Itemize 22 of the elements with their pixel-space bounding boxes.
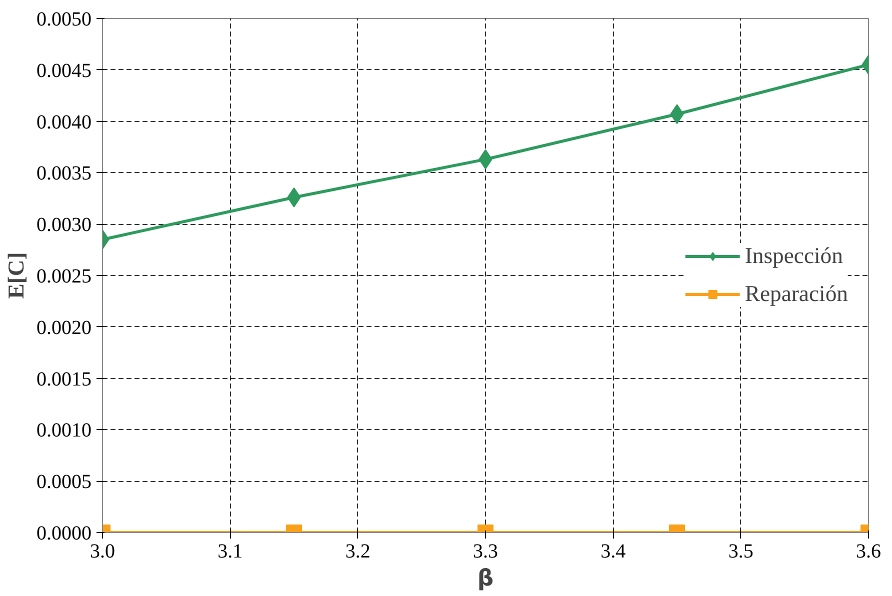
y-tick-label: 0.0025	[36, 266, 92, 288]
x-tick-label: 3.6	[856, 540, 881, 562]
x-tick-label: 3.1	[218, 540, 243, 562]
x-axis-title: β	[477, 566, 494, 592]
y-tick-label: 0.0005	[36, 471, 92, 494]
y-tick-label: 0.0050	[36, 8, 92, 30]
x-tick-label: 3.0	[90, 540, 115, 562]
x-tick-label: 3.5	[728, 540, 754, 562]
legend-label: Reparación	[744, 281, 848, 307]
y-tick-label: 0.0045	[36, 60, 92, 82]
x-tick-label: 3.2	[345, 540, 370, 562]
y-tick-label: 0.0040	[36, 111, 92, 134]
x-tick-label: 3.4	[600, 540, 626, 562]
y-tick-label: 0.0010	[36, 420, 92, 442]
y-tick-label: 0.0035	[36, 162, 92, 185]
x-tick-label: 3.3	[473, 540, 498, 562]
y-axis-title: E[C]	[4, 252, 28, 299]
y-tick-label: 0.0020	[36, 316, 92, 339]
y-tick-label: 0.0000	[36, 522, 92, 544]
legend-label: Inspección	[744, 243, 843, 269]
y-tick-label: 0.0030	[36, 214, 92, 236]
y-tick-label: 0.0015	[36, 368, 92, 390]
